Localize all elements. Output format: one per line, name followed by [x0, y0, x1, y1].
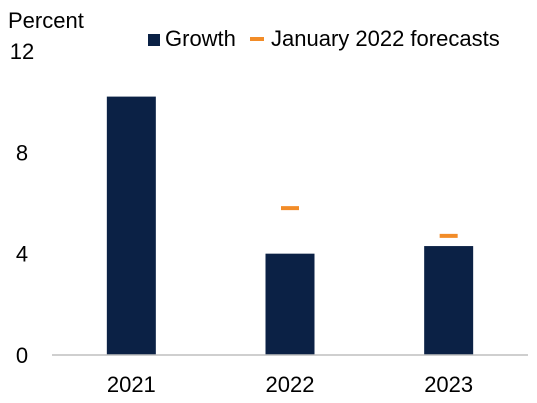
y-tick-label: 8	[16, 140, 28, 165]
bars	[106, 96, 474, 355]
bar-growth-2023	[424, 246, 474, 355]
x-tick-label: 2023	[424, 372, 473, 397]
x-tick-label: 2021	[107, 372, 156, 397]
y-tick-label: 4	[16, 242, 28, 267]
bar-growth-2022	[265, 253, 315, 355]
legend-swatch-growth	[148, 34, 160, 46]
x-axis-ticks: 2021 2022 2023	[107, 372, 473, 397]
legend: Growth January 2022 forecasts	[148, 26, 500, 51]
legend-label-growth: Growth	[165, 26, 236, 51]
y-tick-label: 12	[10, 39, 34, 64]
x-tick-label: 2022	[266, 372, 315, 397]
y-axis-label: Percent	[8, 8, 84, 33]
forecast-markers	[281, 206, 458, 238]
legend-label-forecast: January 2022 forecasts	[271, 26, 500, 51]
y-tick-label: 0	[16, 343, 28, 368]
bar-growth-2021	[106, 96, 156, 355]
y-axis-ticks: 0 4 8 12	[10, 39, 34, 368]
